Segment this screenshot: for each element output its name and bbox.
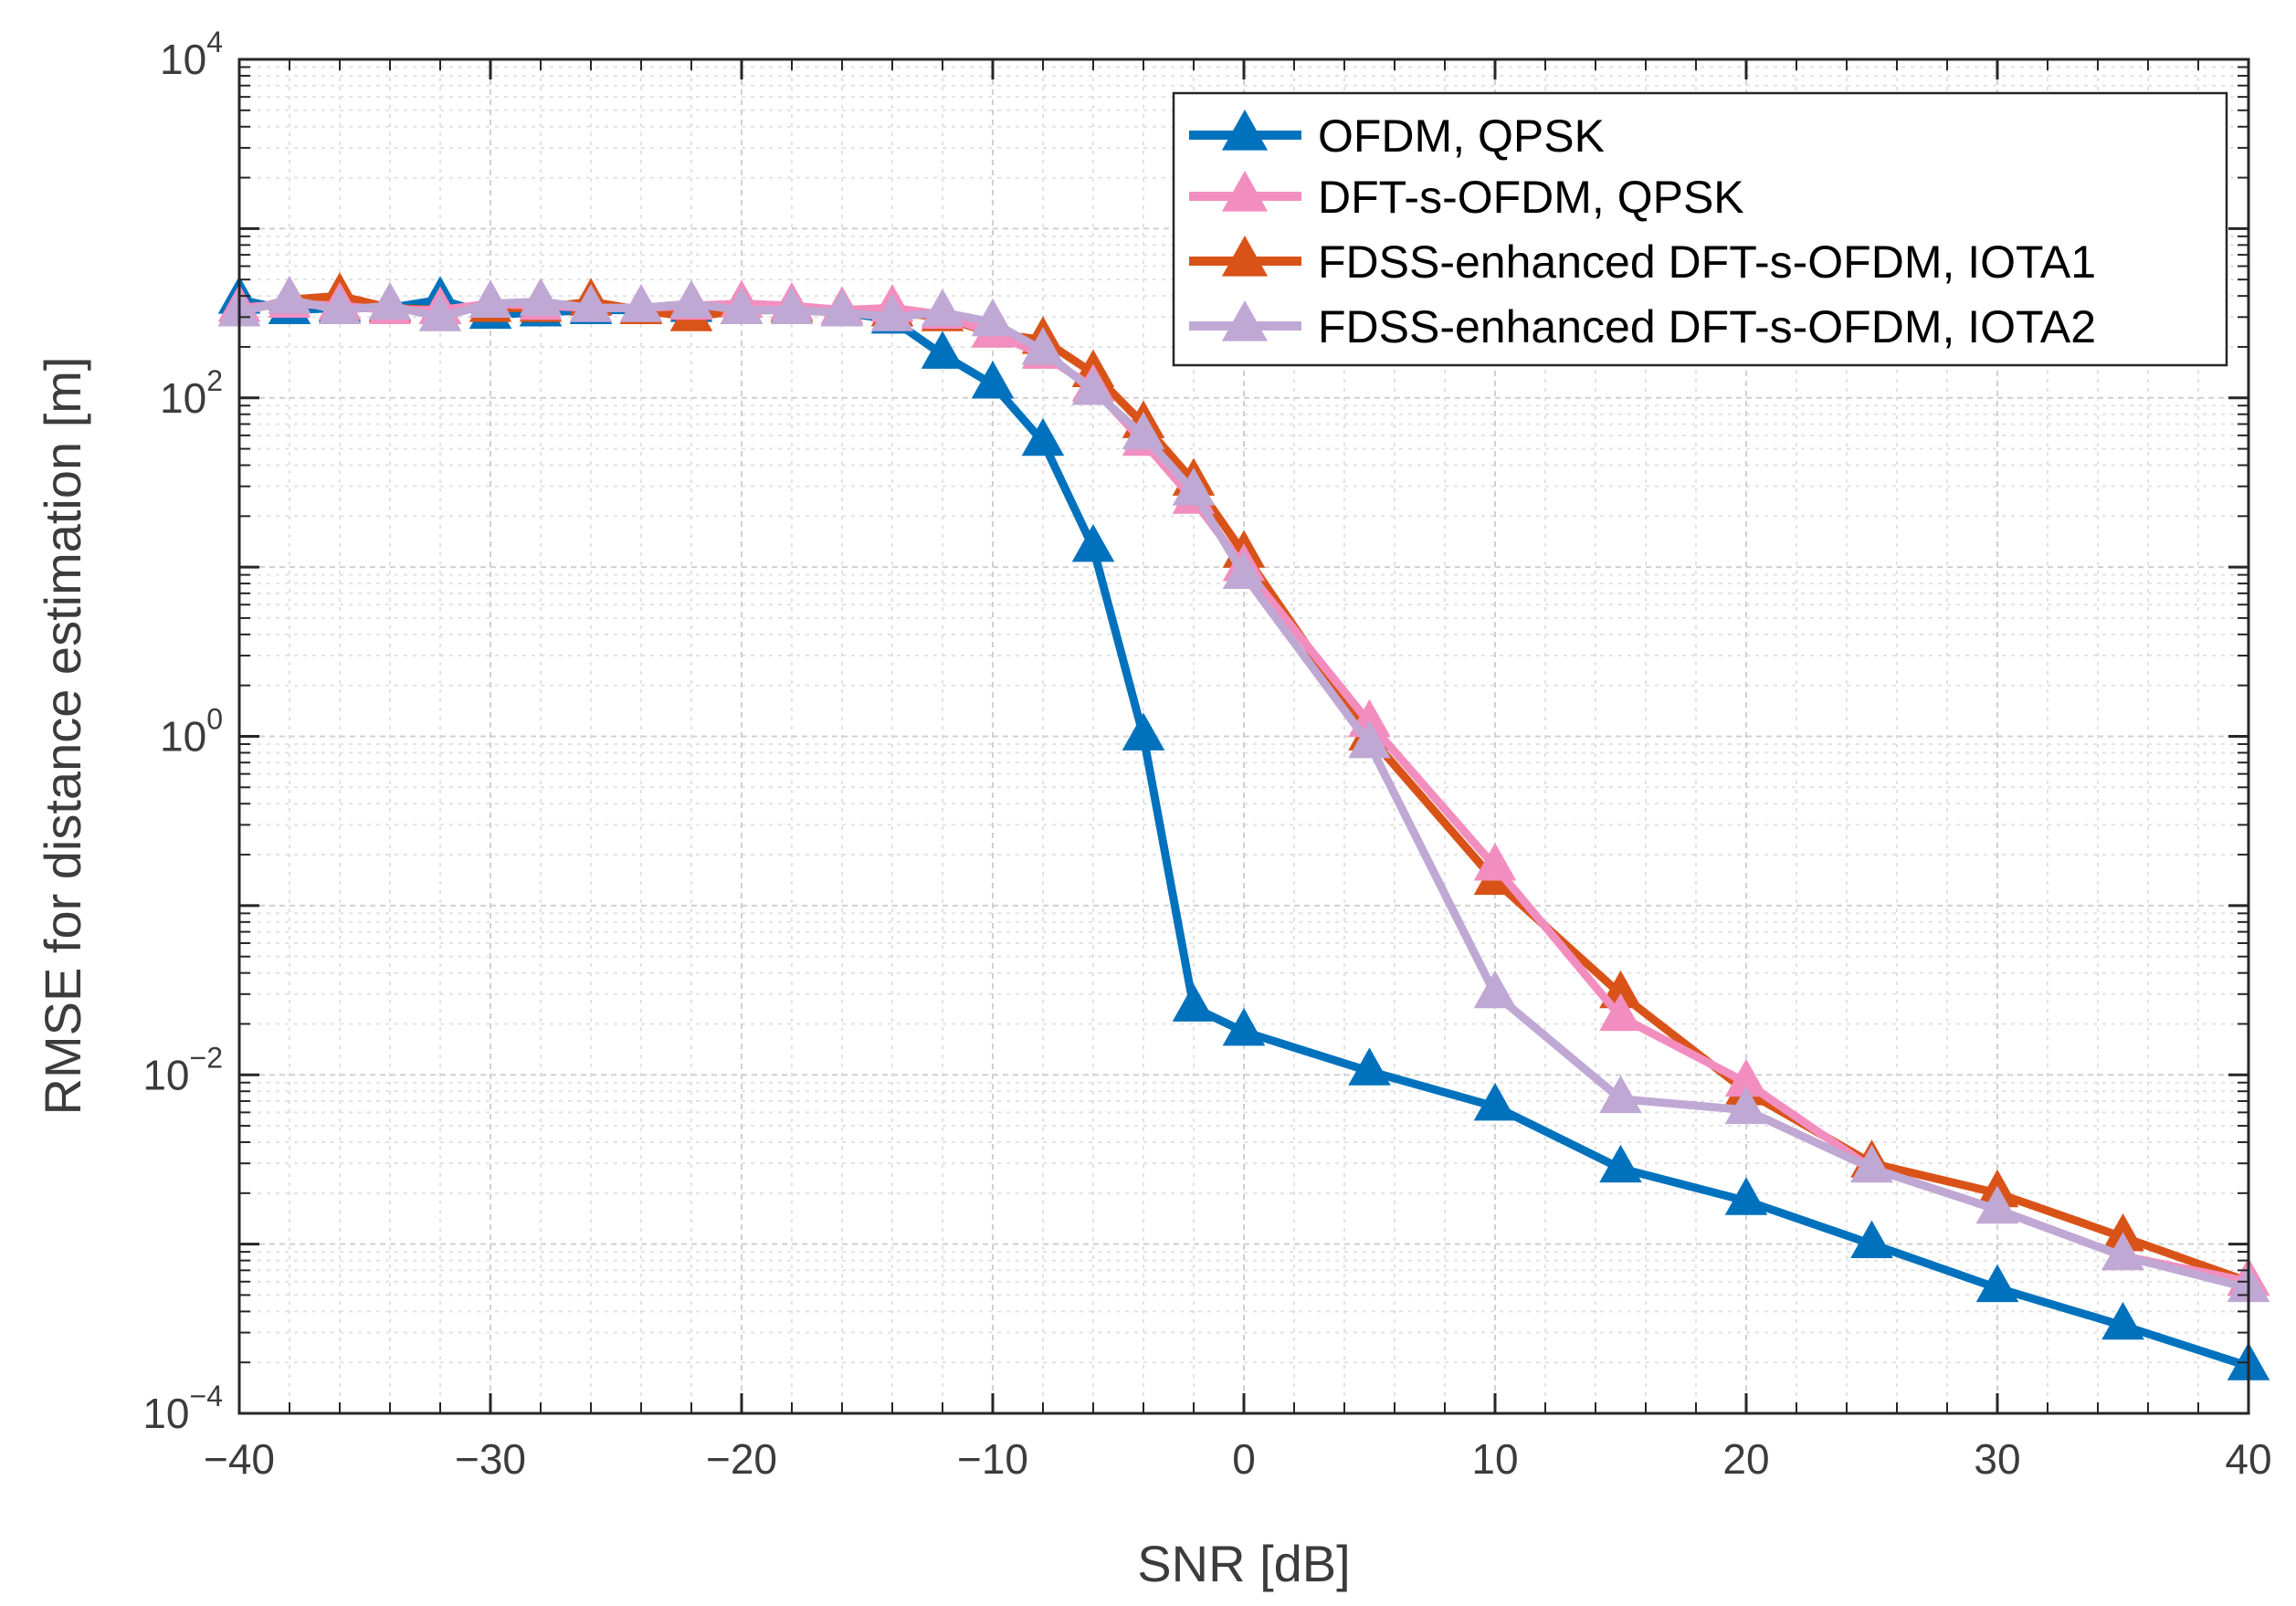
data-point [619,284,663,322]
data-point [1071,367,1115,405]
data-point [1850,1144,1893,1183]
x-tick-label: 40 [2225,1435,2271,1483]
data-point [870,293,914,331]
y-tick-exponent: −4 [190,1380,223,1412]
y-tick-base: 10 [160,374,206,422]
data-point [921,289,964,327]
data-point [1473,1082,1517,1121]
data-point [770,286,814,325]
legend-marker [1221,170,1269,212]
data-point [1122,411,1165,450]
data-point [1348,1047,1391,1086]
legend-entry: OFDM, QPSK [1189,109,1605,162]
data-point [2101,1301,2144,1340]
data-point [1348,719,1391,759]
y-tick-label: 10−4 [142,1380,223,1437]
data-point [1222,1007,1266,1046]
data-point [2101,1232,2144,1271]
x-tick-label: −30 [455,1435,526,1483]
data-point [1975,1264,2019,1303]
data-point [971,361,1015,399]
legend-entry: FDSS-enhanced DFT-s-OFDM, IOTA1 [1189,235,2096,288]
y-axis-title: RMSE for distance estimation [m] [34,357,91,1116]
y-tick-label: 100 [160,703,223,761]
x-tick-label: 20 [1722,1435,1769,1483]
data-point [1975,1185,2019,1224]
x-tick-label: 10 [1471,1435,1518,1483]
x-tick-labels: −40 −30 −20 −10 0 10 20 30 40 [204,1435,2272,1483]
data-point [1172,467,1216,506]
data-point [669,279,713,319]
data-point [1599,1144,1642,1183]
x-tick-label: 30 [1974,1435,2020,1483]
data-point [318,286,362,325]
legend: OFDM, QPSK DFT-s-OFDM, QPSK FDSS-enhanced … [1172,91,2228,367]
y-tick-base: 10 [142,1390,189,1437]
legend-entry: FDSS-enhanced DFT-s-OFDM, IOTA2 [1189,299,2096,352]
data-point [1473,843,1517,881]
y-tick-exponent: −2 [190,1041,223,1074]
legend-label: OFDM, QPSK [1318,110,1605,162]
legend-label: DFT-s-OFDM, QPSK [1318,172,1744,223]
x-tick-label: −10 [957,1435,1028,1483]
data-point [1172,983,1216,1022]
y-tick-label: 10−2 [142,1041,223,1098]
data-point [820,289,864,327]
data-point [1724,1177,1768,1215]
legend-marker [1221,299,1269,341]
data-point [720,286,764,325]
data-point [1599,1075,1642,1114]
y-tick-base: 10 [160,713,206,761]
x-tick-label: −40 [204,1435,275,1483]
legend-marker [1221,109,1269,151]
y-tick-base: 10 [142,1051,189,1098]
data-point [1222,551,1266,590]
axis-ticks [237,58,2250,1415]
y-tick-exponent: 0 [206,703,223,736]
data-point [921,331,964,369]
y-tick-label: 104 [160,26,223,83]
y-tick-label: 102 [160,364,223,422]
data-point [1122,712,1165,751]
legend-marker [1221,235,1269,277]
data-point [1724,1086,1768,1125]
data-point [418,293,462,331]
data-point [368,281,412,320]
data-point [971,298,1015,337]
legend-box [1172,91,2228,367]
legend-label: FDSS-enhanced DFT-s-OFDM, IOTA2 [1318,301,2096,352]
data-point [1473,970,1517,1009]
data-point [1850,1220,1893,1259]
y-tick-base: 10 [160,36,206,83]
legend-label: FDSS-enhanced DFT-s-OFDM, IOTA1 [1318,236,2096,288]
x-tick-label: 0 [1232,1435,1256,1483]
y-tick-exponent: 4 [206,26,223,58]
data-point [569,284,613,322]
data-point [1071,523,1115,562]
data-point [519,278,563,316]
legend-entry: DFT-s-OFDM, QPSK [1189,170,1744,223]
data-point [469,279,512,319]
data-point [1021,417,1065,457]
data-point [1599,992,1642,1032]
x-tick-label: −20 [706,1435,777,1483]
data-point [268,276,311,314]
x-axis-title: SNR [dB] [1137,1535,1350,1592]
data-point [1021,327,1065,365]
y-tick-exponent: 2 [206,364,223,397]
